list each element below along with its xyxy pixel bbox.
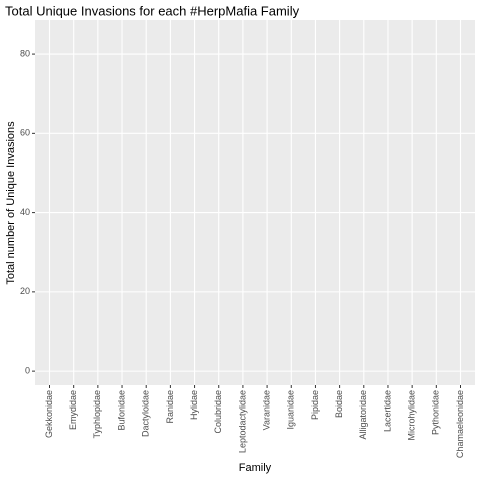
x-tick-label: Gekkonidae [44,390,54,438]
x-tick-label: Bufonidae [116,390,126,431]
x-tick-label: Lacertidae [382,390,392,432]
x-tick-label: Pipidae [310,390,320,420]
y-tick-label: 0 [25,366,30,376]
y-tick-label: 60 [20,128,30,138]
y-tick-label: 20 [20,286,30,296]
x-tick-label: Pythonidae [431,390,441,435]
x-tick-label: Ranidae [165,390,175,424]
x-tick-label: Dactyloidae [141,390,151,437]
y-tick-label: 80 [20,48,30,58]
x-tick-label: Typhlopidae [92,390,102,439]
x-tick-label: Alligatoridae [358,390,368,440]
x-tick-label: Chamaeleonidae [455,390,465,458]
y-tick-label: 40 [20,207,30,217]
x-tick-label: Colubridae [213,390,223,434]
y-axis-title: Total number of Unique Invasions [5,121,17,285]
chart-title: Total Unique Invasions for each #HerpMaf… [5,3,300,18]
x-axis-title: Family [239,462,272,474]
x-tick-label: Microhylidae [407,390,417,441]
x-tick-label: Hylidae [189,390,199,420]
x-tick-label: Boidae [334,390,344,418]
x-tick-label: Iguanidae [286,390,296,430]
panel [35,20,475,385]
x-tick-label: Varanidae [261,390,271,430]
x-tick-label: Emydidae [68,390,78,430]
x-tick-label: Leptodactylidae [237,390,247,453]
